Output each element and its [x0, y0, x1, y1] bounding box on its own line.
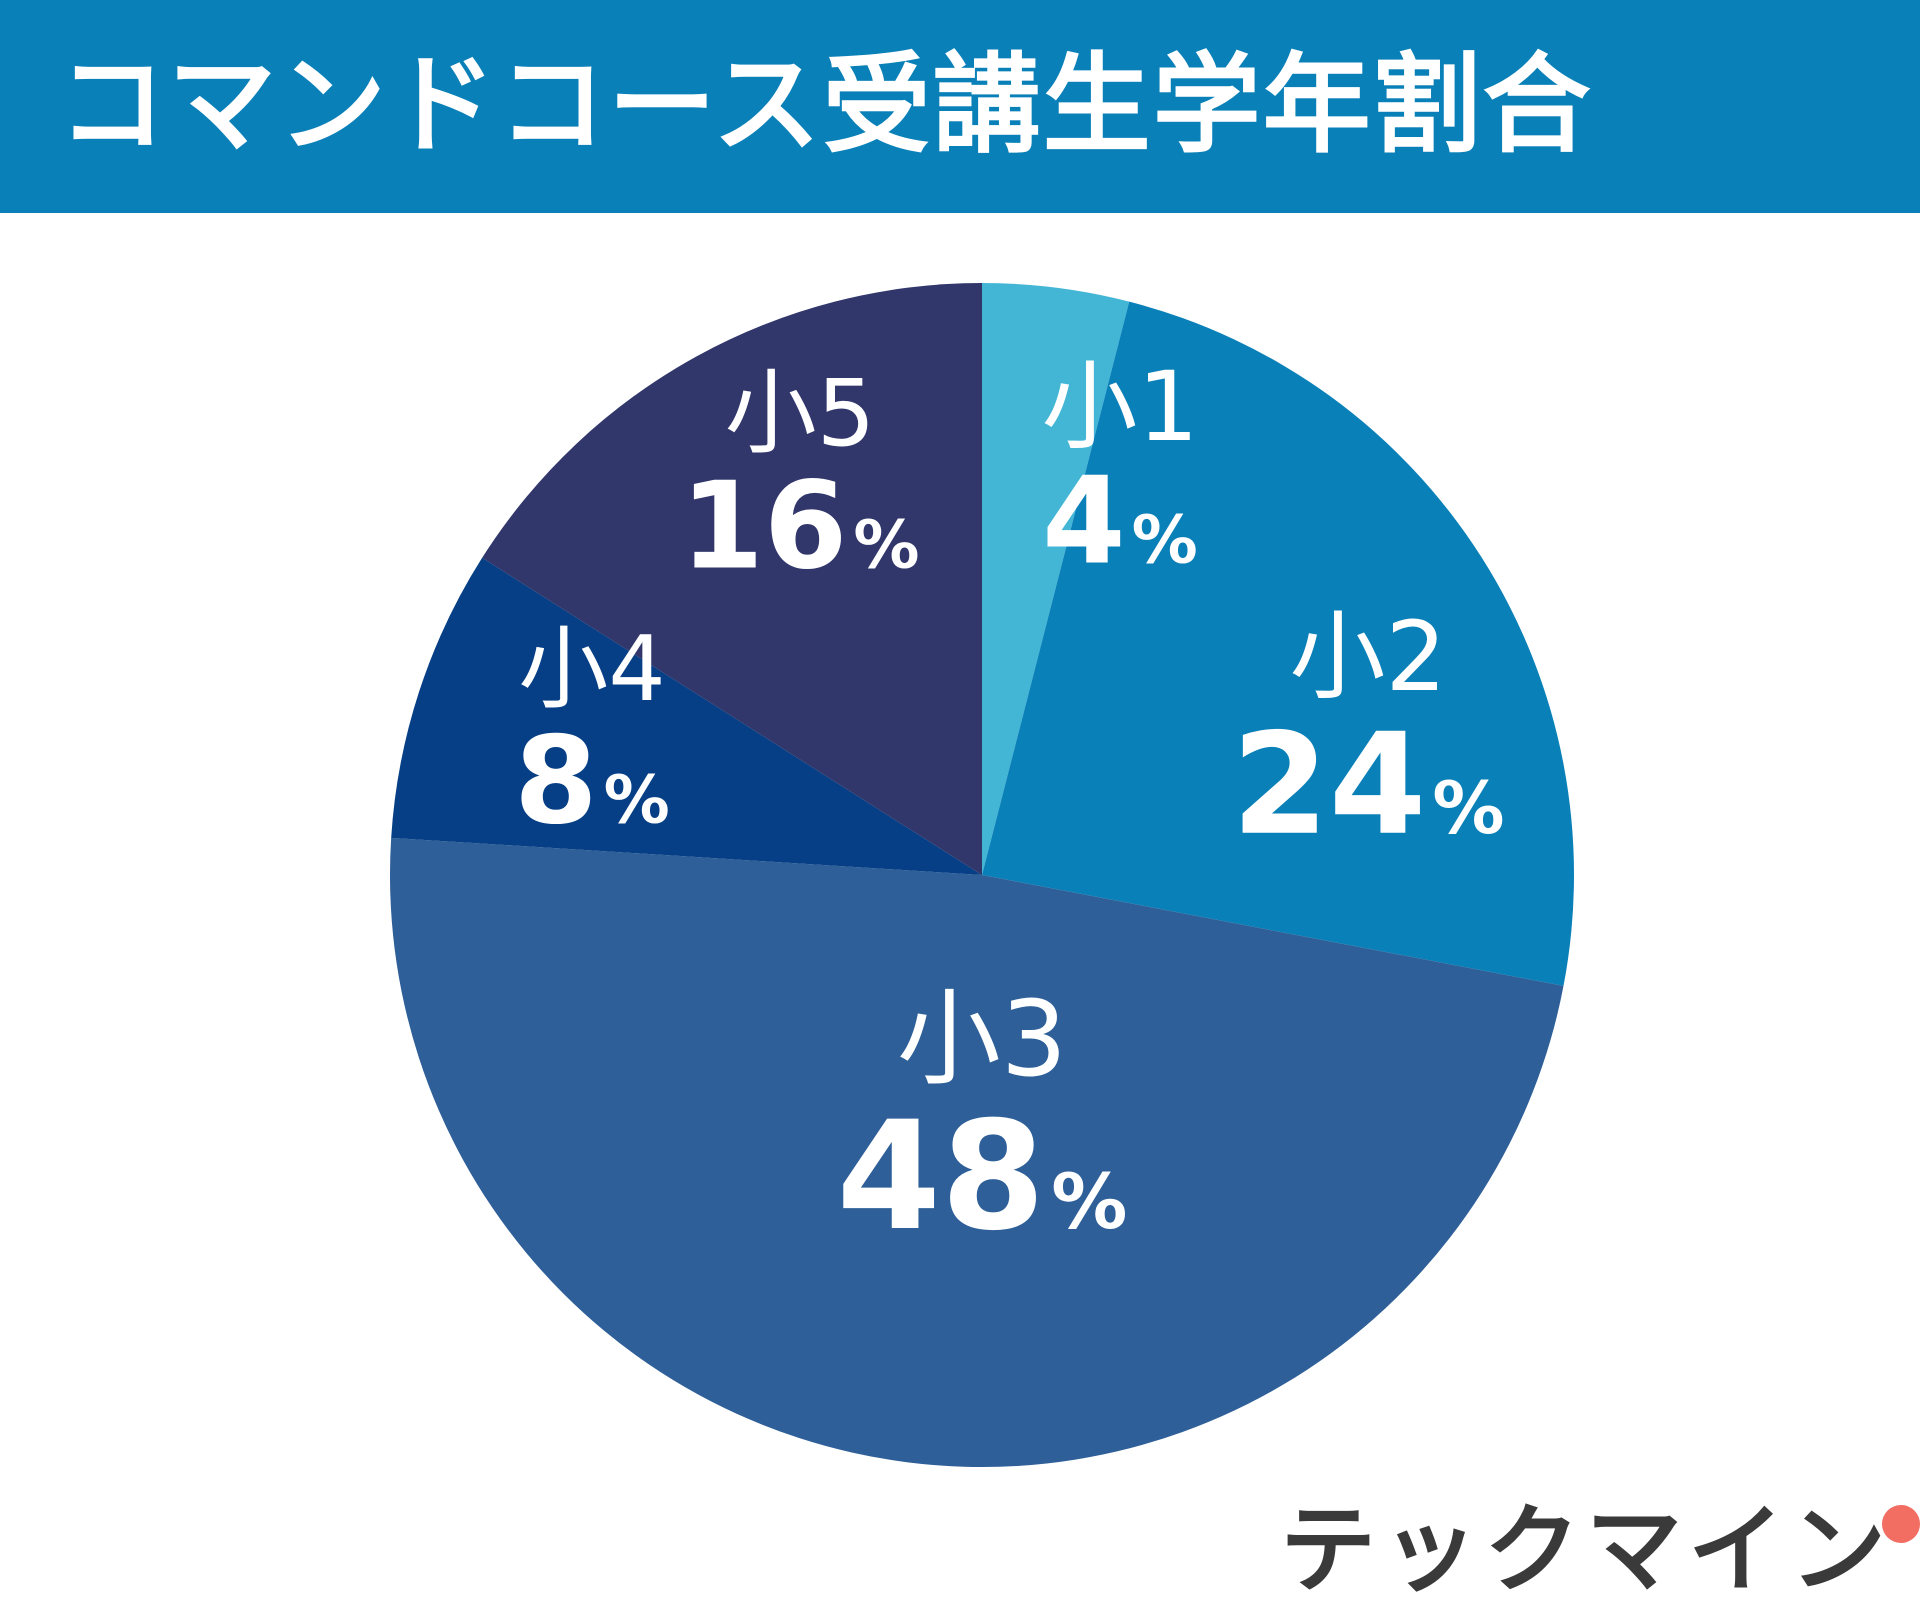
pie-slice-5 [482, 283, 982, 875]
slice-label-3: 小3 [897, 978, 1067, 1100]
slice-value-1: 4% [1042, 452, 1198, 591]
slice-value-3: 48% [837, 1090, 1128, 1264]
brand-logo: テックマイン [1280, 1495, 1920, 1605]
pie-slice-1 [982, 283, 1130, 875]
pie-slice-4 [391, 557, 982, 875]
chart-title: コマンドコース受講生学年割合 [58, 43, 1593, 168]
pie-slice-3 [389, 837, 1564, 1468]
logo-dot-icon [1882, 1505, 1920, 1543]
slice-label-4: 小4 [518, 617, 665, 722]
brand-logo-text: テックマイン [1280, 1494, 1892, 1606]
slice-label-2: 小2 [1289, 601, 1446, 713]
slice-label-5: 小5 [725, 360, 876, 467]
slice-value-4: 8% [514, 712, 670, 851]
slice-value-2: 24% [1232, 704, 1505, 867]
pie-slice-2 [982, 301, 1574, 986]
slice-label-1: 小1 [1041, 351, 1198, 463]
slice-value-5: 16% [680, 457, 919, 596]
title-bar: コマンドコース受講生学年割合 [0, 0, 1920, 213]
